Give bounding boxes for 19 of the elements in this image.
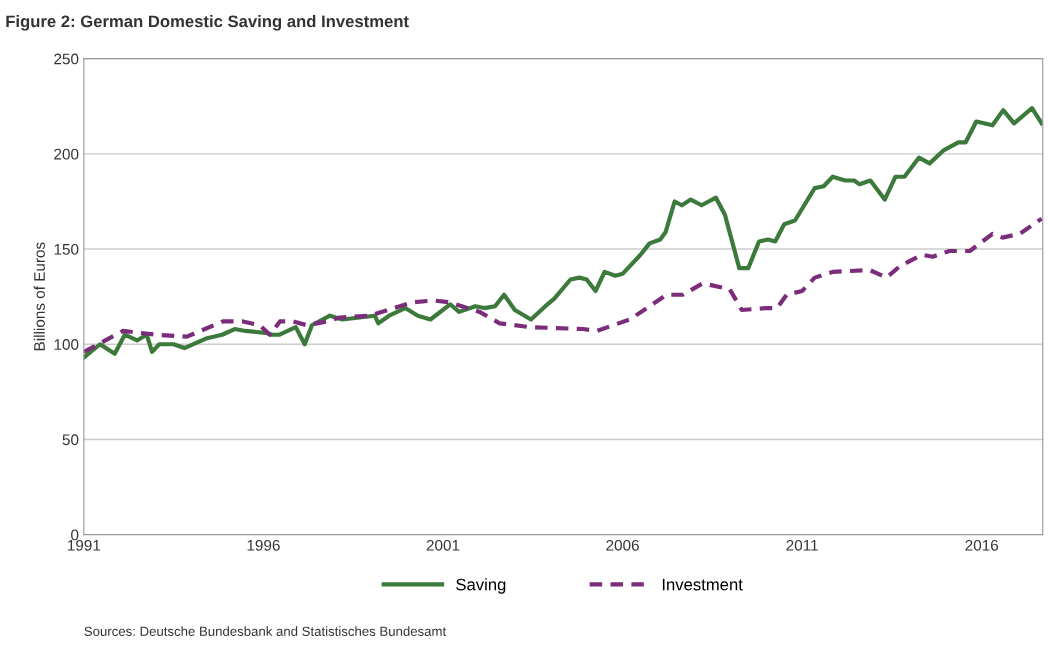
x-tick-label: 2016 bbox=[965, 539, 999, 551]
source-note: Sources: Deutsche Bundesbank and Statistisches Bundesamt bbox=[84, 626, 447, 636]
y-tick-label: 100 bbox=[54, 339, 79, 350]
x-tick-label: 1991 bbox=[68, 539, 101, 551]
x-tick-label: 1996 bbox=[247, 539, 280, 551]
y-tick-label: 0 bbox=[71, 529, 79, 541]
chart-title: Figure 2: German Domestic Saving and Investment bbox=[6, 15, 409, 31]
y-tick-label: 200 bbox=[54, 148, 79, 160]
legend-label: Investment bbox=[662, 578, 743, 591]
x-tick-label: 2011 bbox=[786, 539, 818, 551]
line-series bbox=[83, 216, 1043, 354]
legend-label: Saving bbox=[456, 578, 506, 594]
x-tick-label: 2001 bbox=[426, 539, 460, 551]
y-tick-label: 250 bbox=[54, 53, 79, 65]
y-axis-title: Billions of Euros bbox=[33, 242, 45, 351]
x-tick-label: 2006 bbox=[606, 539, 639, 551]
line-series bbox=[83, 106, 1043, 360]
y-tick-label: 150 bbox=[54, 243, 79, 255]
y-tick-label: 50 bbox=[62, 434, 79, 446]
